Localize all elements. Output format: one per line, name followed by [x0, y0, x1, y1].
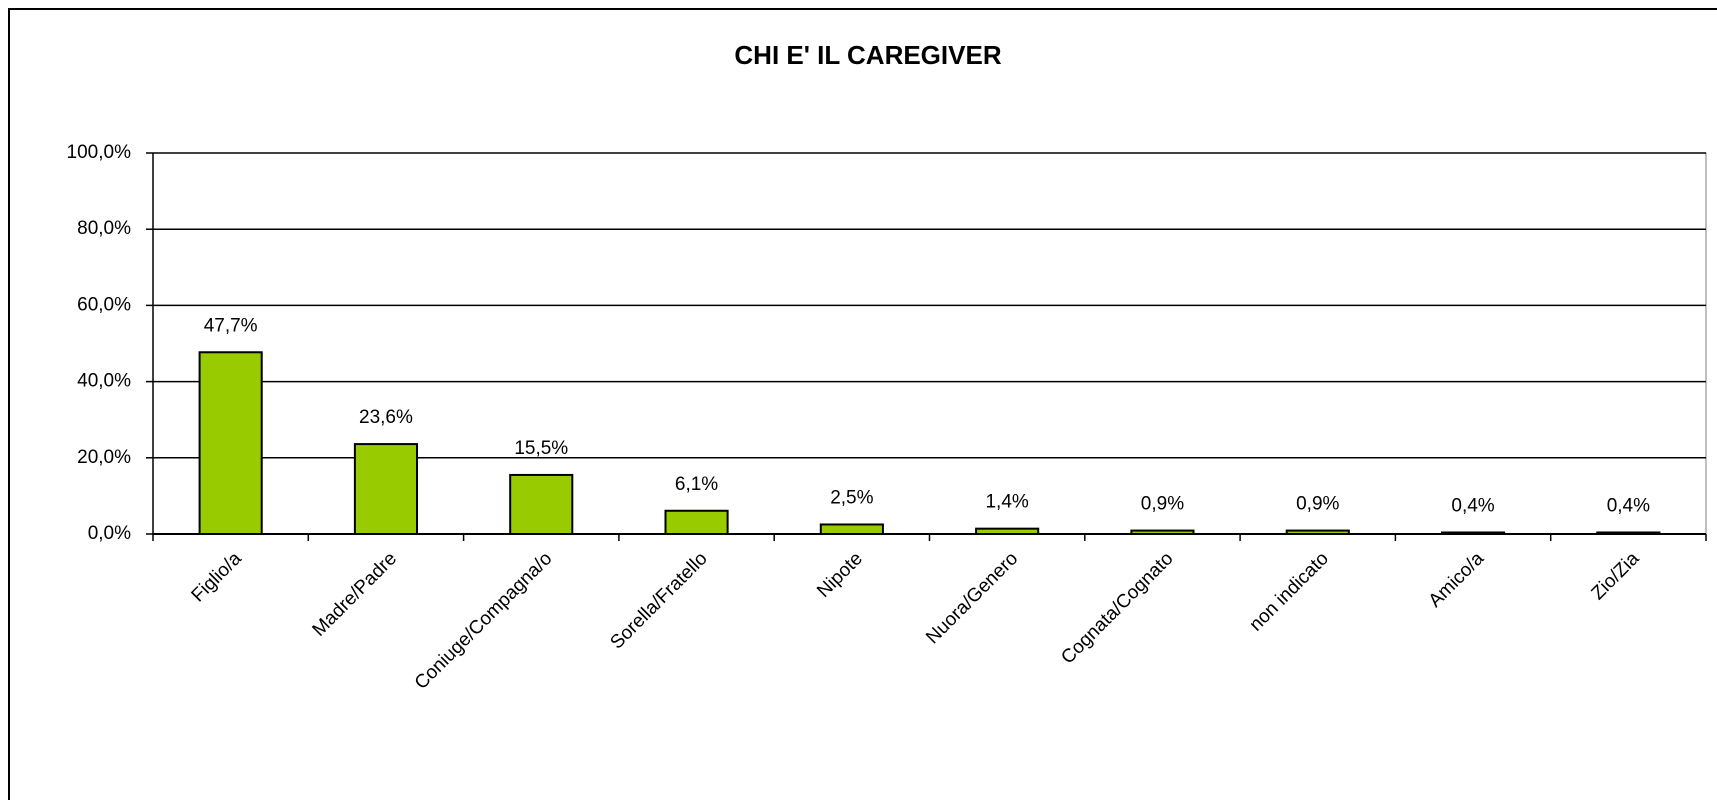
value-label: 2,5%	[830, 487, 873, 508]
y-tick-label: 60,0%	[77, 294, 131, 315]
bar	[819, 523, 884, 535]
bar	[975, 527, 1040, 536]
chart-title: CHI E' IL CAREGIVER	[734, 40, 1001, 70]
value-label: 6,1%	[675, 474, 718, 495]
value-label: 1,4%	[985, 492, 1028, 513]
value-label: 15,5%	[514, 438, 568, 459]
bar	[509, 473, 574, 536]
value-label: 47,7%	[204, 315, 258, 336]
bar	[198, 351, 263, 535]
value-label: 0,9%	[1296, 494, 1339, 515]
y-tick-label: 40,0%	[77, 371, 131, 392]
y-tick-label: 20,0%	[77, 447, 131, 468]
y-tick-label: 0,0%	[88, 523, 131, 544]
bar	[353, 443, 419, 536]
value-label: 0,4%	[1451, 495, 1494, 516]
value-label: 0,4%	[1607, 495, 1650, 516]
y-tick-label: 80,0%	[77, 218, 131, 239]
bar	[1596, 531, 1661, 536]
value-label: 0,9%	[1141, 494, 1184, 515]
y-tick-label: 100,0%	[67, 142, 132, 163]
bar	[1440, 531, 1506, 536]
bar	[664, 509, 729, 536]
value-label: 23,6%	[359, 407, 413, 428]
bar	[1285, 529, 1350, 535]
bar	[1130, 529, 1195, 535]
